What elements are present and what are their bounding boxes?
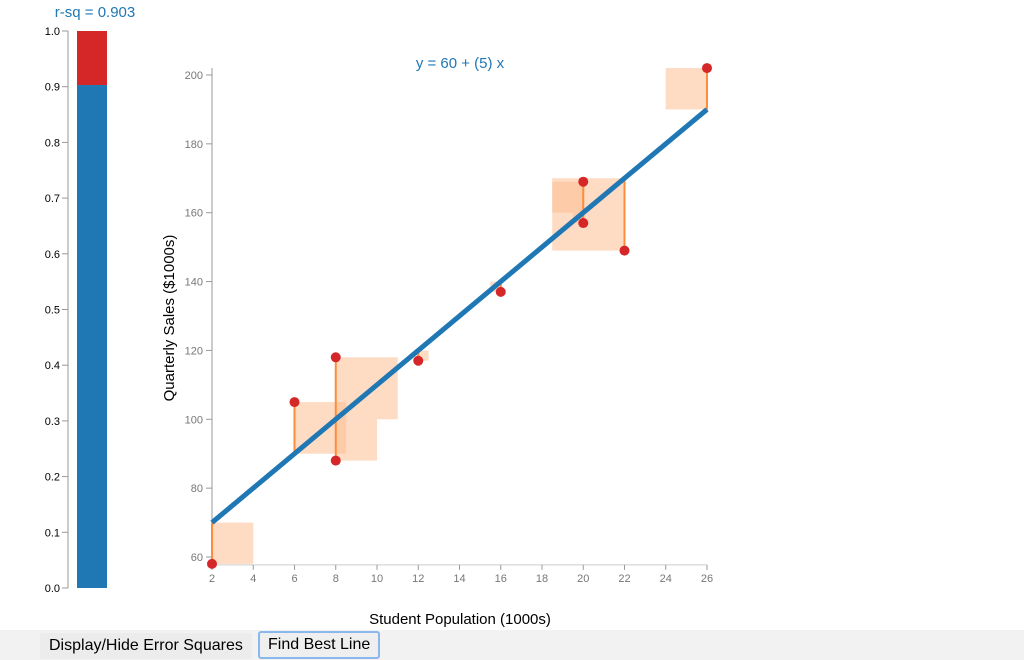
rsq-tick-label: 0.6: [45, 249, 60, 261]
equation-title: y = 60 + (5) x: [416, 55, 505, 72]
find-best-line-button[interactable]: Find Best Line: [258, 631, 381, 659]
rsq-explained-bar: [77, 85, 107, 589]
rsq-tick-label: 0.3: [45, 416, 60, 428]
data-point: [578, 218, 589, 229]
data-point: [413, 355, 424, 366]
x-axis-label: Student Population (1000s): [369, 611, 551, 628]
rsq-tick-label: 0.1: [45, 527, 60, 539]
y-tick-label: 60: [191, 552, 203, 564]
rsq-tick-label: 0.4: [45, 360, 60, 372]
data-point: [289, 397, 300, 408]
x-tick-label: 18: [536, 573, 548, 585]
regression-line: [210, 107, 709, 525]
y-tick-label: 200: [185, 70, 203, 82]
rsq-tick-label: 0.9: [45, 82, 60, 94]
x-tick-label: 6: [291, 573, 297, 585]
data-point: [330, 352, 341, 363]
data-point: [619, 245, 630, 256]
chart: r-sq = 0.903 0.0 0.1 0.2 0.3 0.4 0.5 0.6 0.7 0.8 0…: [45, 4, 713, 628]
rsq-tick-label: 0.5: [45, 305, 60, 317]
rsq-tick-label: 0.7: [45, 193, 60, 205]
error-square: [665, 68, 707, 110]
rsq-tick-label: 0.0: [45, 583, 60, 595]
rsq-title: r-sq = 0.903: [55, 4, 135, 21]
x-tick-label: 24: [660, 573, 672, 585]
rsq-tick-label: 0.8: [45, 137, 60, 149]
rsq-tick-label: 1.0: [45, 26, 60, 38]
x-tick-label: 12: [412, 573, 424, 585]
x-tick-label: 2: [209, 573, 215, 585]
toggle-error-squares-button[interactable]: Display/Hide Error Squares: [40, 633, 252, 659]
y-axis-label: Quarterly Sales ($1000s): [161, 235, 178, 402]
x-tick-label: 14: [453, 573, 465, 585]
data-point: [578, 176, 589, 187]
y-tick-label: 140: [185, 277, 203, 289]
y-tick-label: 160: [185, 208, 203, 220]
x-tick-label: 10: [371, 573, 383, 585]
x-tick-label: 8: [333, 573, 339, 585]
error-square: [418, 350, 429, 361]
y-tick-label: 180: [185, 139, 203, 151]
x-tick-label: 22: [618, 573, 630, 585]
x-tick-label: 26: [701, 573, 713, 585]
x-tick-label: 4: [250, 573, 256, 585]
rsq-tick-label: 0.2: [45, 472, 60, 484]
data-point: [702, 63, 712, 74]
x-tick-label: 16: [495, 573, 507, 585]
x-tick-label: 20: [577, 573, 589, 585]
rsq-unexplained-bar: [77, 31, 107, 86]
y-tick-label: 120: [185, 345, 203, 357]
y-tick-label: 100: [185, 414, 203, 426]
error-square: [212, 522, 254, 564]
data-point: [330, 455, 341, 466]
data-point: [495, 286, 506, 297]
y-tick-label: 80: [191, 483, 203, 495]
error-square: [335, 419, 378, 461]
data-point: [207, 558, 217, 569]
